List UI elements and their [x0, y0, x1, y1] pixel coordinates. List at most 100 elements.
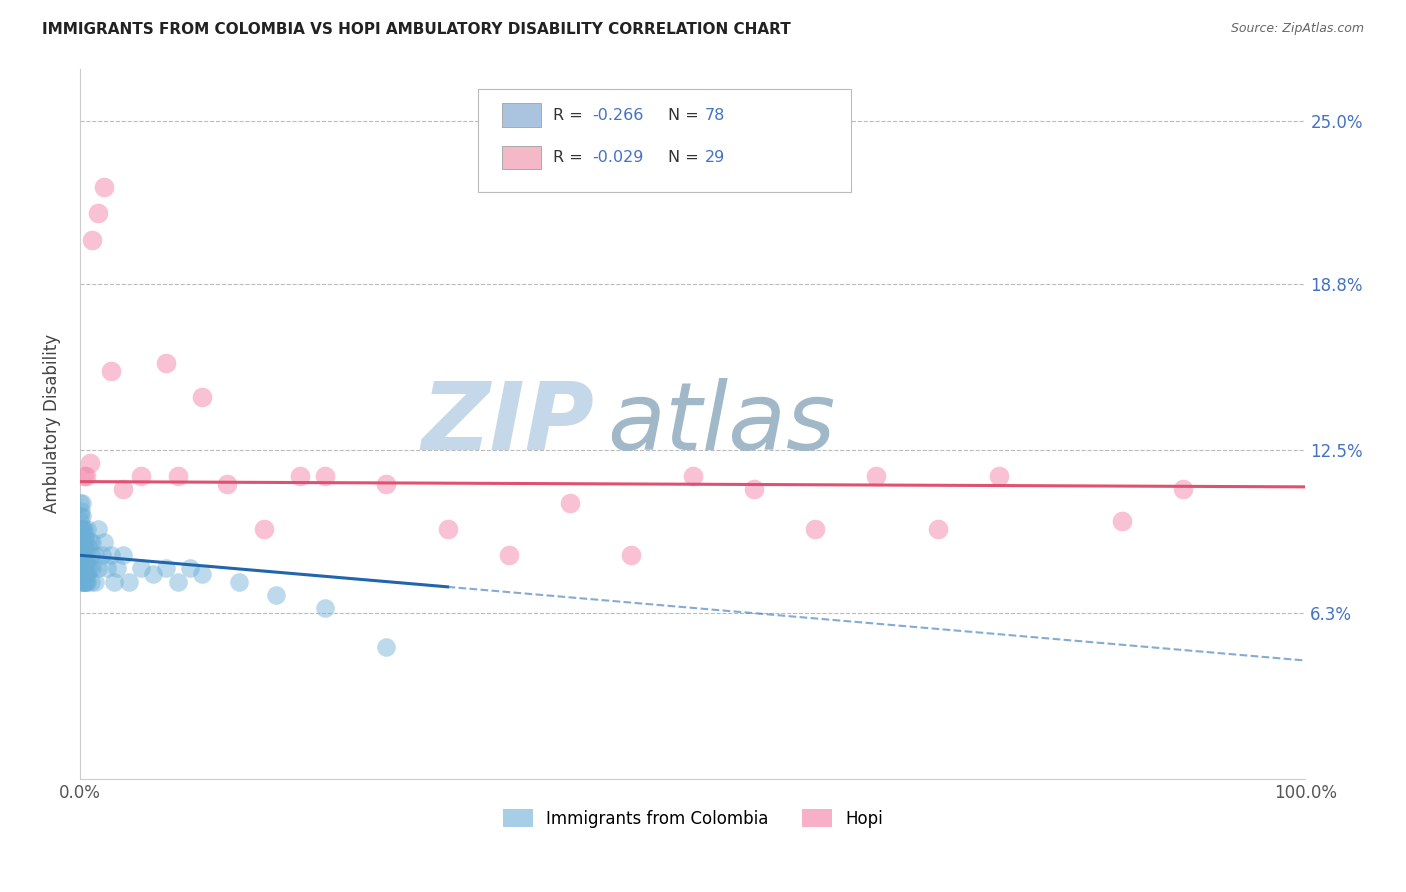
Point	[87, 206, 110, 220]
Point	[75, 469, 97, 483]
Point	[167, 469, 190, 483]
Point	[73, 556, 96, 570]
Point	[72, 522, 94, 536]
Text: N =: N =	[668, 151, 704, 165]
Point	[103, 574, 125, 589]
Point	[69, 530, 91, 544]
Text: atlas: atlas	[607, 378, 835, 469]
Point	[79, 456, 101, 470]
Point	[558, 496, 581, 510]
Point	[100, 364, 122, 378]
Point	[72, 574, 94, 589]
Point	[83, 574, 105, 589]
Point	[77, 561, 100, 575]
Point	[87, 561, 110, 575]
Point	[70, 535, 93, 549]
Point	[72, 566, 94, 581]
Text: 29: 29	[704, 151, 724, 165]
Point	[70, 530, 93, 544]
Point	[927, 522, 949, 536]
Point	[179, 561, 201, 575]
Point	[1171, 483, 1194, 497]
Point	[73, 530, 96, 544]
Point	[264, 588, 287, 602]
Point	[73, 566, 96, 581]
Point	[82, 561, 104, 575]
Point	[90, 549, 112, 563]
Point	[79, 561, 101, 575]
Text: R =: R =	[553, 151, 588, 165]
Point	[72, 522, 94, 536]
Point	[93, 535, 115, 549]
Point	[70, 561, 93, 575]
Point	[105, 561, 128, 575]
Point	[314, 469, 336, 483]
Point	[69, 508, 91, 523]
Legend: Immigrants from Colombia, Hopi: Immigrants from Colombia, Hopi	[496, 803, 890, 835]
Point	[498, 549, 520, 563]
Point	[83, 549, 105, 563]
Text: IMMIGRANTS FROM COLOMBIA VS HOPI AMBULATORY DISABILITY CORRELATION CHART: IMMIGRANTS FROM COLOMBIA VS HOPI AMBULAT…	[42, 22, 792, 37]
Point	[191, 391, 214, 405]
Point	[72, 549, 94, 563]
Point	[76, 566, 98, 581]
Point	[73, 549, 96, 563]
Point	[314, 600, 336, 615]
Point	[75, 535, 97, 549]
Text: Source: ZipAtlas.com: Source: ZipAtlas.com	[1230, 22, 1364, 36]
Point	[75, 556, 97, 570]
Point	[70, 522, 93, 536]
Point	[436, 522, 458, 536]
Point	[865, 469, 887, 483]
Point	[142, 566, 165, 581]
Point	[118, 574, 141, 589]
Point	[69, 549, 91, 563]
Point	[70, 522, 93, 536]
Y-axis label: Ambulatory Disability: Ambulatory Disability	[44, 334, 60, 513]
Point	[82, 535, 104, 549]
Point	[1111, 514, 1133, 528]
Point	[70, 561, 93, 575]
Point	[253, 522, 276, 536]
Point	[72, 561, 94, 575]
Point	[87, 522, 110, 536]
Point	[75, 541, 97, 555]
Point	[72, 574, 94, 589]
Point	[77, 541, 100, 555]
Text: R =: R =	[553, 108, 588, 122]
Point	[76, 574, 98, 589]
Point	[69, 496, 91, 510]
Point	[72, 530, 94, 544]
Point	[70, 549, 93, 563]
Text: -0.266: -0.266	[592, 108, 644, 122]
Point	[72, 549, 94, 563]
Point	[215, 477, 238, 491]
Point	[72, 496, 94, 510]
Point	[70, 508, 93, 523]
Point	[682, 469, 704, 483]
Point	[70, 535, 93, 549]
Point	[70, 574, 93, 589]
Point	[155, 356, 177, 370]
Point	[72, 541, 94, 555]
Point	[111, 483, 134, 497]
Point	[167, 574, 190, 589]
Point	[76, 522, 98, 536]
Point	[228, 574, 250, 589]
Text: -0.029: -0.029	[592, 151, 644, 165]
Point	[96, 561, 118, 575]
Point	[70, 549, 93, 563]
Point	[80, 574, 103, 589]
Point	[80, 549, 103, 563]
Point	[129, 561, 152, 575]
Point	[375, 640, 398, 655]
Point	[742, 483, 765, 497]
Text: N =: N =	[668, 108, 704, 122]
Point	[82, 233, 104, 247]
Point	[69, 514, 91, 528]
Point	[93, 180, 115, 194]
Point	[100, 549, 122, 563]
Point	[69, 522, 91, 536]
Point	[70, 535, 93, 549]
Point	[79, 535, 101, 549]
